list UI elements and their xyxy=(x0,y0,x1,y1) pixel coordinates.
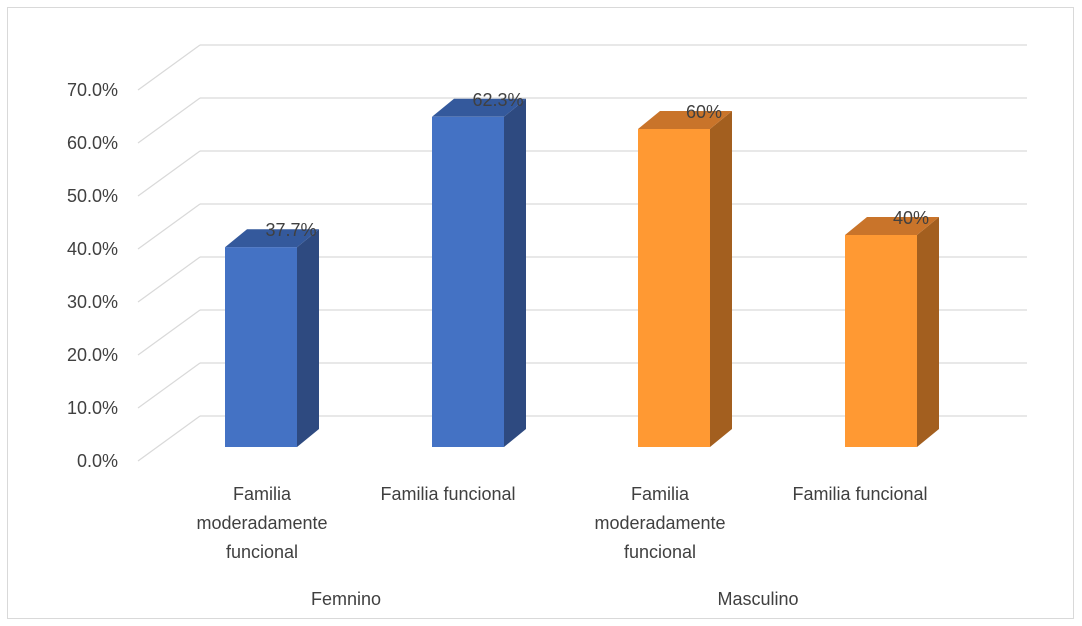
y-tick-label: 30.0% xyxy=(67,292,118,312)
x-tick-label: Familia xyxy=(631,484,690,504)
y-tick-label: 50.0% xyxy=(67,186,118,206)
gridline-side xyxy=(137,203,201,250)
gridline-side xyxy=(137,150,201,197)
x-tick-label: funcional xyxy=(226,542,298,562)
bar xyxy=(845,235,917,447)
bar xyxy=(225,247,297,447)
x-tick-label: moderadamente xyxy=(196,513,327,533)
x-tick-label: Familia funcional xyxy=(380,484,515,504)
bar xyxy=(432,116,504,447)
gridline-side xyxy=(137,44,201,91)
bar-top xyxy=(225,229,319,248)
x-tick-label: Familia xyxy=(233,484,292,504)
gridline-side xyxy=(137,309,201,356)
bar-side xyxy=(710,111,732,447)
group-label: Femnino xyxy=(311,589,381,609)
y-tick-label: 10.0% xyxy=(67,398,118,418)
data-label: 37.7% xyxy=(265,220,316,240)
x-tick-label: moderadamente xyxy=(594,513,725,533)
data-label: 62.3% xyxy=(472,90,523,110)
bar xyxy=(638,129,710,447)
bar-top xyxy=(845,217,939,235)
y-tick-label: 60.0% xyxy=(67,133,118,153)
y-tick-label: 0.0% xyxy=(77,451,118,471)
data-label: 60% xyxy=(686,102,722,122)
gridline-side xyxy=(137,415,201,462)
bar-side xyxy=(504,98,526,447)
gridline-side xyxy=(137,362,201,409)
bar-top xyxy=(638,111,732,129)
bar-top xyxy=(432,98,526,117)
data-label: 40% xyxy=(893,208,929,228)
x-tick-label: Familia funcional xyxy=(792,484,927,504)
group-label: Masculino xyxy=(717,589,798,609)
x-tick-label: funcional xyxy=(624,542,696,562)
gridline-side xyxy=(137,256,201,303)
y-tick-label: 20.0% xyxy=(67,345,118,365)
y-tick-label: 40.0% xyxy=(67,239,118,259)
y-tick-label: 70.0% xyxy=(67,80,118,100)
bar-side xyxy=(917,217,939,447)
bar-side xyxy=(297,229,319,447)
gridline-side xyxy=(137,97,201,144)
